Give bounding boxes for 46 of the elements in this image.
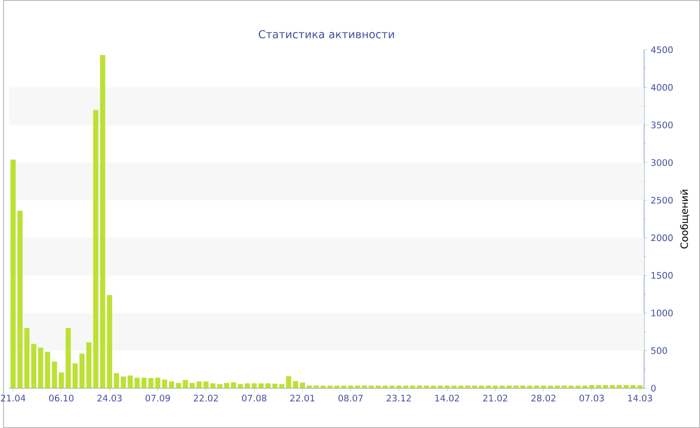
x-tick-label: 24.03 — [97, 394, 122, 402]
bar — [575, 386, 581, 388]
y-tick-label: 2500 — [651, 196, 673, 204]
bar — [451, 386, 457, 388]
y-tick-label: 500 — [651, 347, 668, 354]
x-tick-label: 22.01 — [290, 394, 314, 402]
y-tick-label: 1000 — [652, 310, 673, 316]
x-tick-label: 07.09 — [146, 394, 170, 402]
bar — [114, 373, 120, 388]
bar — [141, 378, 147, 388]
x-tick-label: 14.02 — [435, 394, 459, 402]
x-tick-label: 23.12 — [386, 394, 411, 402]
bar — [17, 210, 23, 388]
x-tick-label: 06.10 — [49, 394, 74, 402]
x-tick-label: 14.03 — [628, 394, 652, 402]
bar — [327, 386, 333, 388]
bar — [540, 386, 546, 388]
x-tick-label: 21.02 — [483, 394, 508, 402]
y-tick-label: 2000 — [651, 234, 673, 242]
bar — [354, 386, 360, 388]
bar — [79, 354, 85, 388]
bar — [52, 362, 58, 388]
bar — [416, 386, 422, 388]
bar — [230, 382, 236, 388]
x-tick-label: 28.02 — [531, 394, 556, 402]
y-tick-label: 4500 — [651, 46, 673, 54]
chart-title: Статистика активности — [258, 30, 394, 38]
x-tick-label: 07.08 — [242, 394, 266, 402]
y-axis-title: Сообщений — [680, 190, 690, 248]
x-tick-label: 22.02 — [194, 394, 218, 402]
y-tick-label: 3500 — [651, 122, 673, 128]
x-tick-label: 07.03 — [580, 394, 604, 402]
bar — [513, 386, 519, 388]
x-tick-label: 08.07 — [338, 394, 363, 402]
bar — [389, 386, 395, 388]
y-tick-label: 3000 — [651, 159, 673, 166]
bar — [10, 160, 16, 388]
bar — [292, 381, 298, 388]
y-tick-label: 0 — [651, 384, 656, 392]
y-tick-label: 4000 — [651, 84, 673, 91]
bar — [203, 381, 209, 388]
x-tick-label: 21.04 — [0, 394, 26, 402]
bar — [168, 381, 174, 388]
bar — [602, 385, 608, 388]
y-tick-label: 1500 — [652, 272, 673, 279]
bar — [478, 386, 484, 388]
